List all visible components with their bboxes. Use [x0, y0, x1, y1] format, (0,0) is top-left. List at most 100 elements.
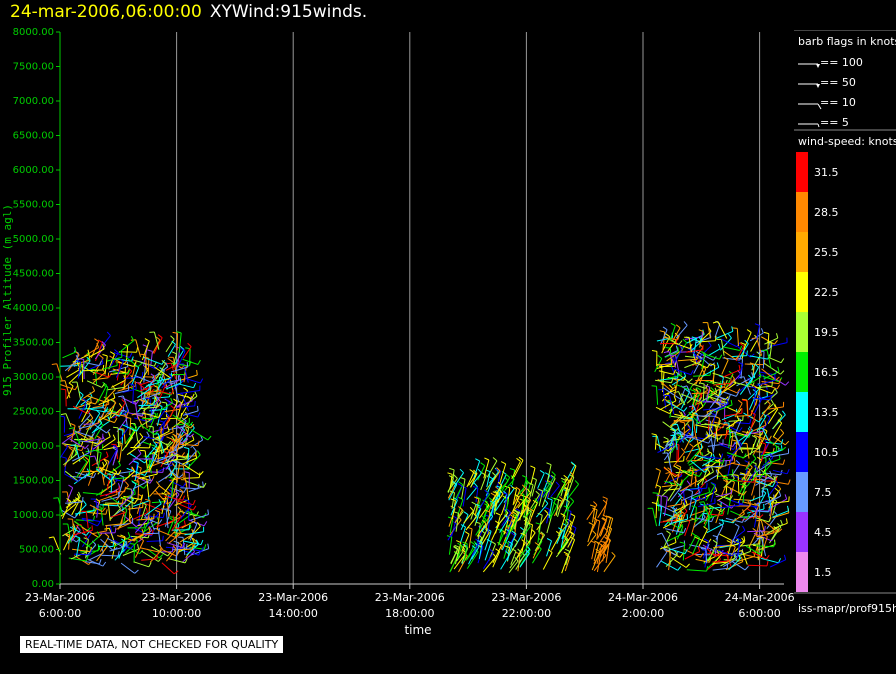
wind-barb [755, 517, 769, 523]
wind-barb-flag [96, 531, 101, 536]
wind-barb-flag [78, 491, 81, 497]
wind-barb [656, 363, 673, 369]
wind-barb [75, 394, 84, 408]
wind-barb-flag [197, 359, 201, 365]
wind-barb [156, 390, 172, 395]
wind-barb [569, 516, 576, 530]
wind-barb-flag [778, 558, 782, 564]
wind-barb [176, 500, 194, 506]
wind-barb [737, 346, 751, 358]
wind-barb-flag [154, 441, 161, 444]
y-tick-label: 2500.00 [13, 407, 54, 418]
wind-barb [732, 381, 753, 388]
wind-barb [74, 430, 90, 440]
wind-barb-flag [696, 386, 701, 391]
wind-barb-flag [711, 467, 714, 472]
wind-barb [656, 363, 672, 366]
wind-barb-flag [161, 492, 167, 496]
wind-barb-flag [534, 542, 540, 546]
wind-barb-flag [121, 538, 126, 543]
wind-barb [512, 488, 517, 506]
wind-barb-flag [499, 489, 504, 495]
wind-barb-flag [785, 518, 788, 524]
wind-barb-flag [178, 528, 182, 534]
speed-legend-title: wind-speed: knots [798, 135, 896, 148]
wind-barb [674, 368, 692, 376]
wind-barb-flag [747, 461, 750, 467]
wind-barb [497, 531, 503, 546]
wind-barb-flag [77, 477, 82, 482]
wind-barb-flag [85, 531, 90, 536]
wind-barb [92, 358, 104, 375]
wind-barb [555, 499, 560, 516]
wind-barb [505, 499, 510, 514]
wind-barb [448, 537, 453, 555]
wind-barb-flag [167, 426, 170, 432]
wind-barb [110, 511, 127, 518]
wind-barb-flag [207, 435, 212, 441]
wind-barb-flag [447, 472, 453, 475]
wind-barb [157, 433, 165, 453]
wind-barb-flag [102, 354, 108, 357]
wind-barb [712, 372, 731, 380]
wind-barb-flag [113, 444, 118, 449]
wind-barb-flag [149, 478, 154, 484]
wind-barb-flag [685, 388, 690, 393]
wind-barb-flag [604, 537, 610, 540]
wind-barb-flag [172, 515, 175, 521]
wind-barb-flag [134, 489, 136, 495]
wind-barb [123, 509, 128, 524]
wind-barb [524, 483, 531, 503]
wind-barb-flag [528, 482, 534, 486]
wind-barb [121, 430, 124, 446]
wind-barb-flag [137, 449, 142, 454]
wind-barb-flag [89, 413, 94, 419]
wind-barb [711, 385, 726, 395]
wind-barb-flag [117, 483, 121, 489]
wind-barb [724, 412, 742, 417]
wind-barb-flag [778, 412, 783, 417]
wind-barb-flag [137, 544, 140, 550]
wind-barb-flag [502, 492, 508, 495]
y-tick-label: 7500.00 [13, 62, 54, 73]
wind-barb [758, 544, 776, 551]
x-tick-label-time: 22:00:00 [502, 607, 551, 620]
wind-barb [88, 363, 104, 371]
wind-barb-flag [185, 427, 189, 433]
wind-barb [763, 362, 781, 375]
wind-barb-flag [153, 441, 158, 446]
wind-barb-flag [758, 371, 762, 377]
wind-barb [723, 346, 740, 351]
wind-barb-flag [531, 477, 537, 481]
wind-barb-flag [526, 508, 532, 512]
wind-barb [660, 495, 662, 512]
wind-barb-flag [748, 374, 753, 380]
wind-barb-flag [707, 450, 713, 454]
wind-barb-flag [102, 402, 105, 408]
speed-bin-label: 22.5 [814, 286, 839, 299]
wind-barb [97, 385, 108, 403]
wind-barb-flag [752, 454, 757, 460]
wind-barb [772, 510, 789, 518]
wind-barb-flag [694, 476, 698, 482]
wind-barb-flag [692, 388, 698, 392]
wind-barb [184, 531, 204, 536]
wind-barb-flag [183, 520, 186, 526]
wind-barb-flag [192, 446, 197, 452]
wind-barb-flag [91, 432, 96, 438]
wind-barb-flag [534, 498, 539, 503]
wind-barb [75, 471, 94, 479]
wind-barb [169, 446, 184, 454]
wind-barb [101, 399, 109, 418]
wind-barb-flag [675, 345, 679, 351]
wind-barb-flag [162, 535, 164, 541]
speed-color-swatch [796, 512, 808, 552]
wind-barb-flag [196, 521, 201, 527]
wind-barb-flag [738, 440, 743, 446]
wind-barb-flag [766, 400, 771, 405]
wind-barb-flag [675, 338, 678, 344]
wind-barb [134, 540, 145, 558]
wind-barb [471, 541, 480, 556]
wind-barb [678, 388, 686, 403]
wind-barb-flag [705, 419, 711, 422]
